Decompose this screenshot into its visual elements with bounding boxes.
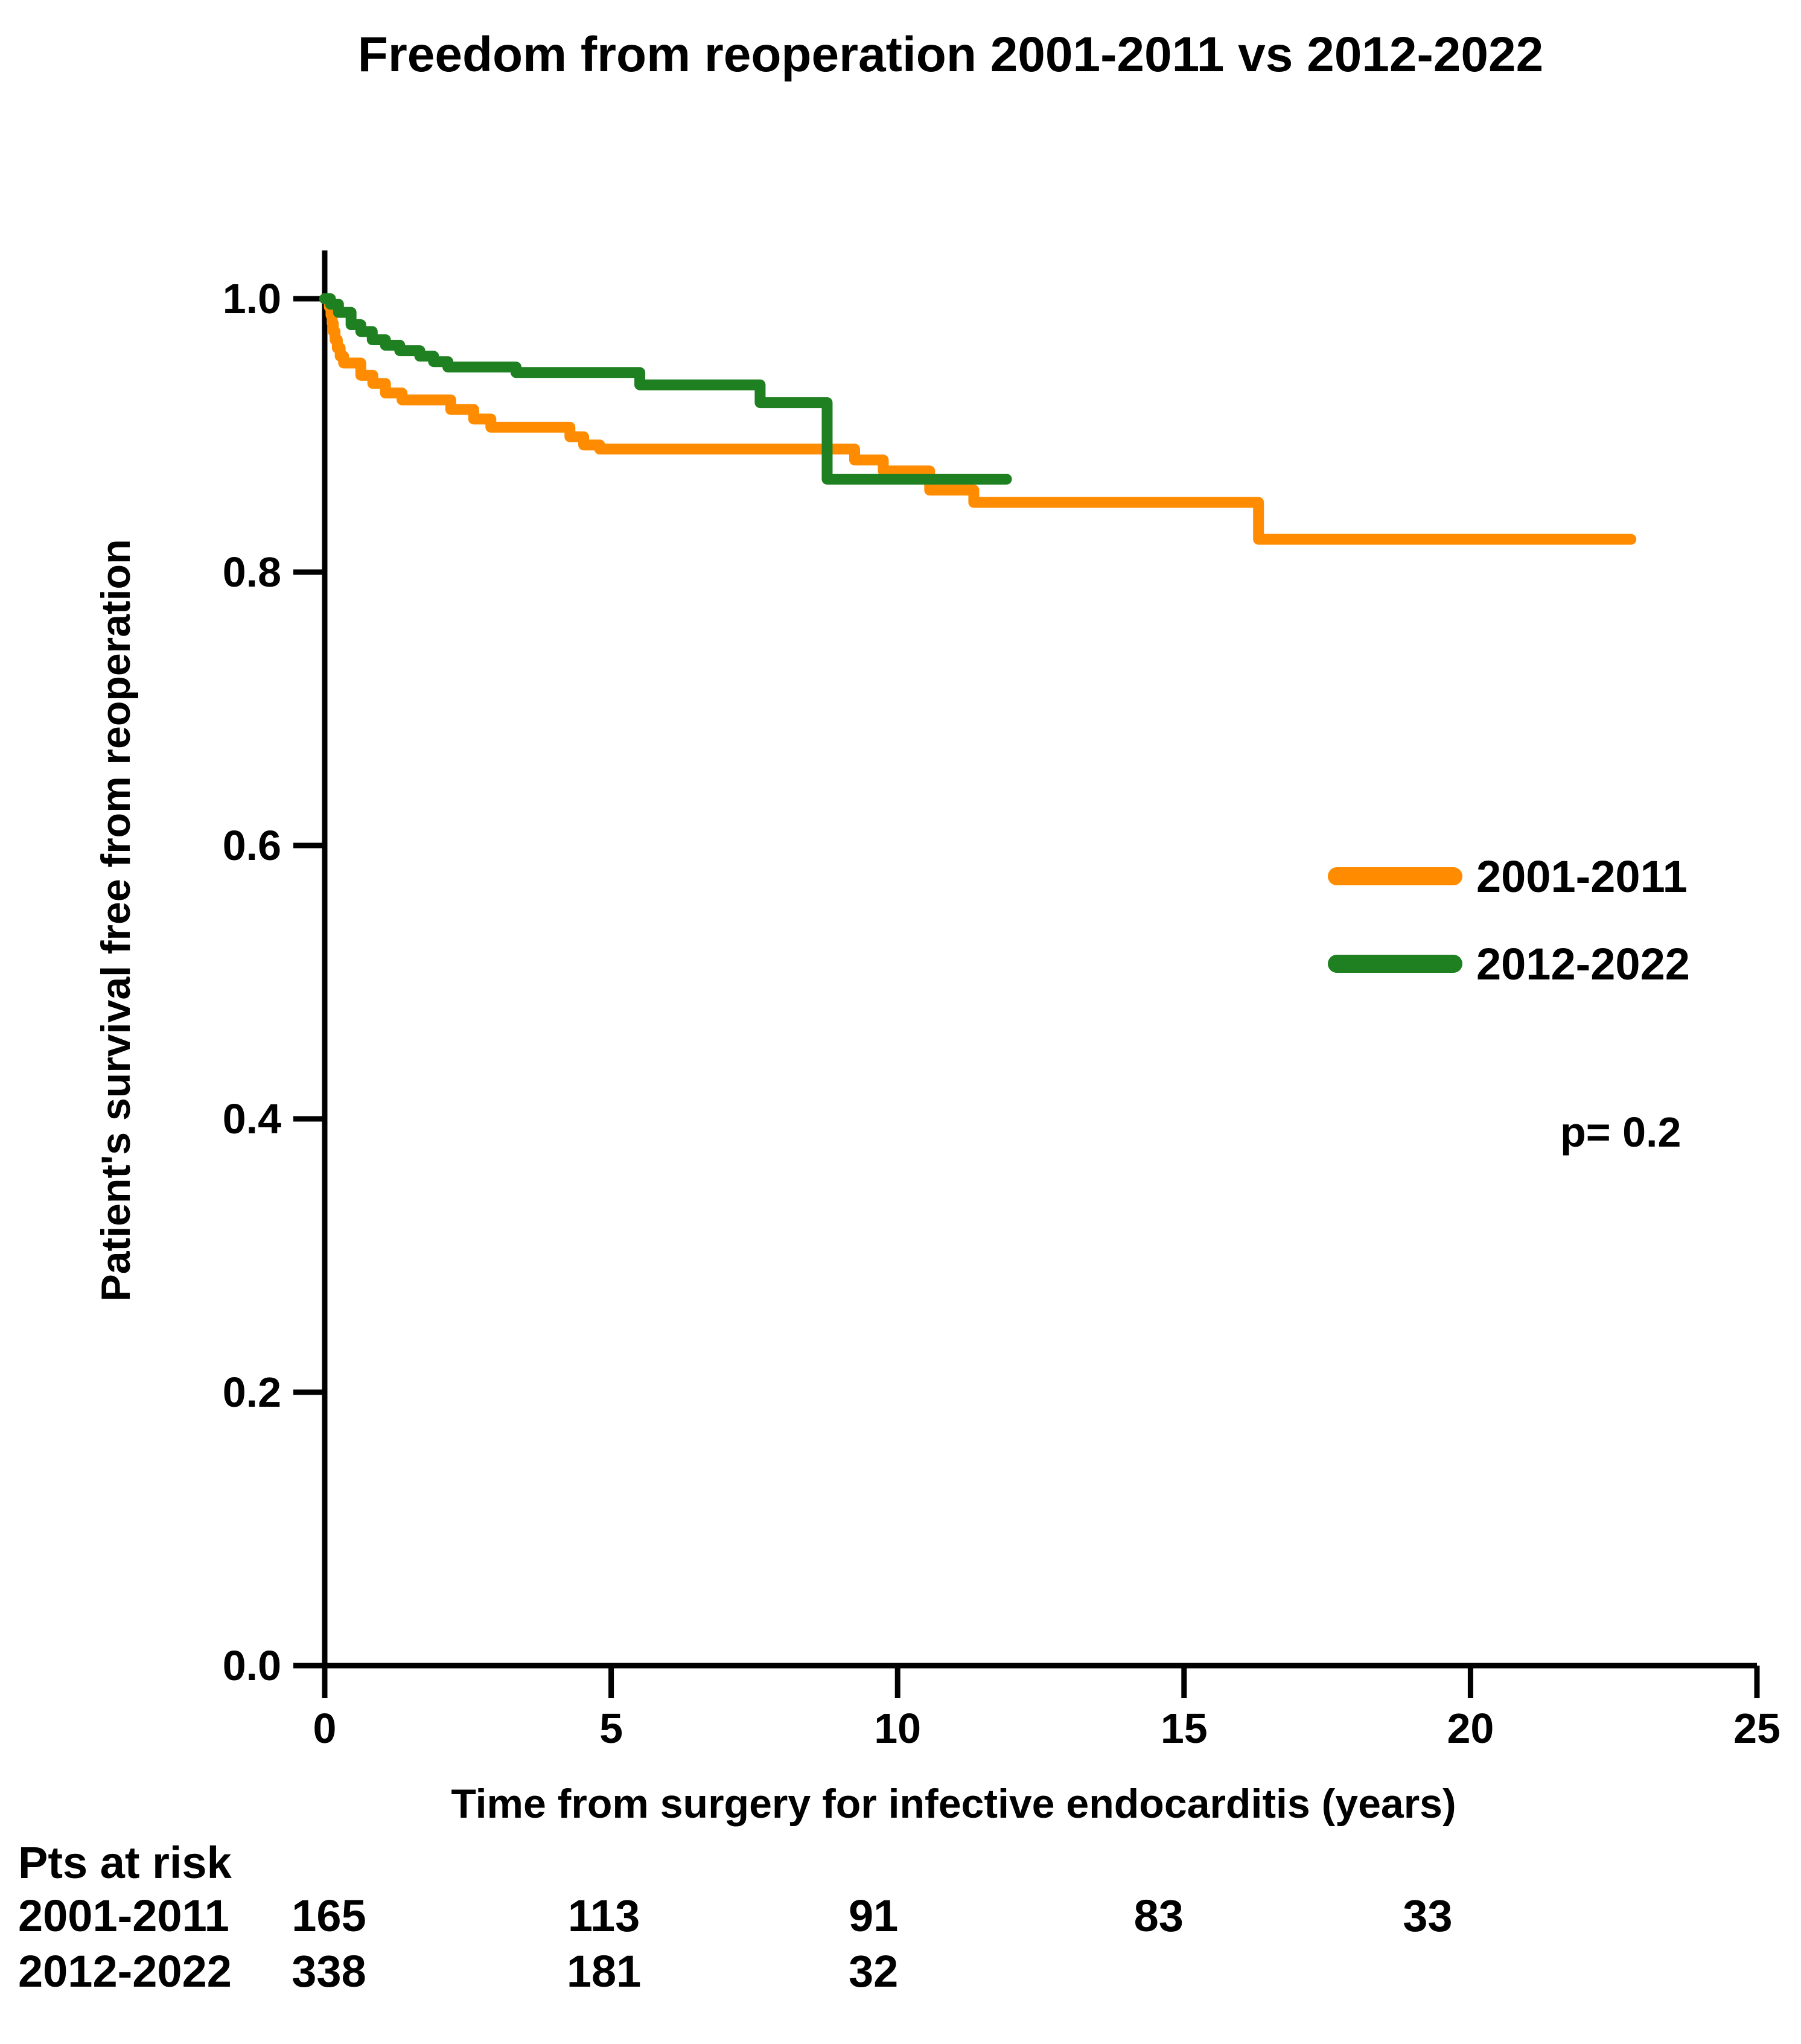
km-curve-2001-2011	[319, 293, 1637, 545]
y-tick-label: 0.4	[223, 1095, 281, 1142]
risk-count: 83	[1134, 1891, 1184, 1941]
risk-row-label-2001-2011: 2001-2011	[18, 1891, 229, 1941]
risk-count: 338	[292, 1946, 366, 1996]
risk-count: 91	[849, 1891, 898, 1941]
legend-label-2001-2011: 2001-2011	[1476, 852, 1688, 902]
chart-title: Freedom from reoperation 2001-2011 vs 20…	[358, 27, 1543, 82]
y-axis-title: Patient's survival free from reoperation	[93, 539, 139, 1301]
y-tick-label: 0.2	[223, 1369, 281, 1416]
x-axis-title: Time from surgery for infective endocard…	[451, 1781, 1456, 1827]
risk-row-label-2012-2022: 2012-2022	[18, 1946, 232, 1996]
p-value-label: p= 0.2	[1560, 1109, 1681, 1156]
risk-count: 113	[568, 1891, 640, 1941]
y-tick-label: 1.0	[223, 275, 281, 322]
y-tick-label: 0.0	[223, 1642, 281, 1689]
x-tick-label: 0	[313, 1705, 337, 1752]
x-tick-label: 10	[874, 1705, 921, 1752]
x-tick-label: 15	[1161, 1705, 1208, 1752]
risk-counts: 165 113 91 83 33 338 181 32	[292, 1891, 1452, 1996]
km-curve-2012-2022	[319, 293, 1012, 485]
y-tick-label: 0.8	[223, 549, 281, 596]
axis-ticks: 1.0 0.8 0.6 0.4 0.2 0.0 0 5 10 15 20 25	[223, 275, 1780, 1752]
x-tick-label: 20	[1447, 1705, 1494, 1752]
y-tick-label: 0.6	[223, 822, 281, 869]
risk-count: 32	[849, 1946, 898, 1996]
x-tick-label: 25	[1733, 1705, 1780, 1752]
risk-count: 33	[1403, 1891, 1452, 1941]
legend-label-2012-2022: 2012-2022	[1476, 939, 1690, 989]
risk-table: Pts at risk 2001-2011 2012-2022 165 113 91…	[18, 1838, 1453, 1996]
risk-table-header: Pts at risk	[18, 1838, 232, 1888]
legend: 2001-2011 2012-2022 p= 0.2	[1328, 852, 1690, 1156]
x-tick-label: 5	[599, 1705, 623, 1752]
risk-count: 165	[292, 1891, 366, 1941]
risk-count: 181	[567, 1946, 641, 1996]
